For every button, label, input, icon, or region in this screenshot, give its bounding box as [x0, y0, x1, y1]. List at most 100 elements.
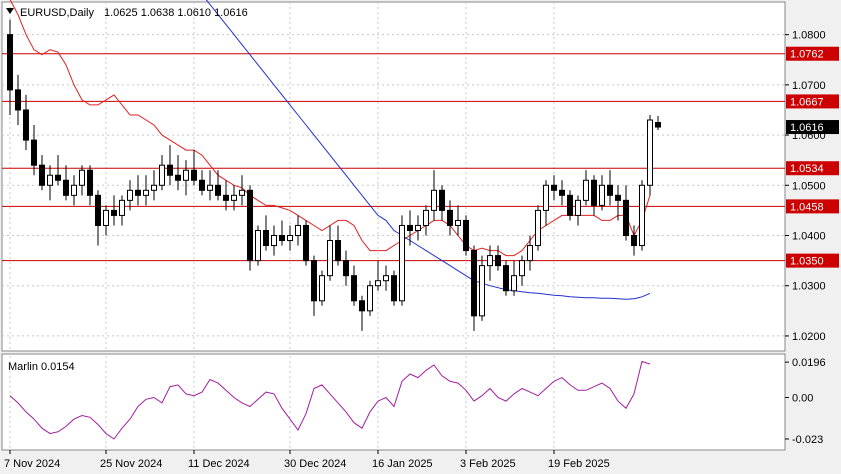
candle-bull: [127, 189, 133, 201]
candle: [383, 265, 389, 291]
indicator-axis: 0.0196 0.00 -0.023: [785, 357, 826, 446]
level-badge: [786, 46, 839, 61]
candle: [279, 220, 285, 246]
candle: [31, 125, 37, 176]
support-resistance-levels: 1.0762 1.0667 1.0534 1.0458 1.0350: [2, 46, 839, 268]
candle: [87, 165, 93, 206]
candle: [287, 225, 293, 251]
candle: [175, 155, 181, 191]
candle-bull: [375, 280, 381, 287]
candle: [407, 210, 413, 246]
candle: [63, 165, 69, 201]
candle: [615, 185, 621, 221]
candle: [543, 180, 549, 226]
indicator-tick-label: 0.00: [792, 392, 813, 404]
level-label: 1.0350: [790, 256, 824, 268]
candle-bull: [647, 119, 653, 186]
candle: [527, 235, 533, 271]
candle-bull: [47, 174, 53, 186]
candle: [463, 215, 469, 256]
candle-bear: [167, 164, 173, 176]
candle: [215, 170, 221, 201]
candle: [271, 225, 277, 256]
indicator-tick-label: 0.0196: [792, 357, 826, 369]
candle-bear: [215, 184, 221, 196]
candle: [575, 195, 581, 226]
candle-bear: [503, 265, 509, 292]
candle: [119, 195, 125, 226]
time-tick-label: 3 Feb 2025: [460, 458, 516, 470]
candle: [223, 180, 229, 211]
indicator-plot-area[interactable]: [1, 353, 786, 451]
candle-bear: [7, 34, 13, 91]
candle: [95, 190, 101, 246]
candle: [447, 200, 453, 236]
candle-bear: [279, 235, 285, 242]
price-axis: 1.08001.07001.06001.05001.04001.03001.02…: [785, 30, 839, 343]
candle: [375, 260, 381, 291]
candle: [439, 185, 445, 221]
candle-bear: [463, 219, 469, 252]
candle: [591, 175, 597, 216]
candle-bear: [55, 174, 61, 181]
candle-bull: [583, 179, 589, 201]
price-tick-label: 1.0800: [792, 30, 826, 42]
candle: [127, 180, 133, 211]
ohlc-readout: 1.0625 1.0638 1.0610 1.0616: [104, 7, 248, 19]
candle-bull: [79, 169, 85, 186]
candle-bear: [95, 194, 101, 226]
candle-bull: [183, 169, 189, 181]
candle: [247, 185, 253, 271]
candle-bull: [151, 184, 157, 191]
candle-bull: [271, 235, 277, 247]
time-tick-label: 30 Dec 2024: [284, 458, 346, 470]
ma-blue-line: [205, 0, 651, 300]
candle-bull: [479, 265, 485, 317]
candle-bull: [527, 245, 533, 262]
candle-bull: [511, 275, 517, 292]
level-badge: [786, 94, 839, 109]
candle: [103, 205, 109, 236]
candle: [399, 215, 405, 306]
candle: [295, 215, 301, 246]
candle-bear: [567, 194, 573, 216]
candle-bear: [607, 184, 613, 196]
candle-bear: [63, 179, 69, 196]
candle-bear: [551, 184, 557, 191]
candle: [623, 185, 629, 241]
time-tick-label: 7 Nov 2024: [4, 458, 60, 470]
candle-bear: [39, 164, 45, 186]
menu-dropdown-icon[interactable]: [6, 8, 14, 14]
candle-bear: [175, 174, 181, 181]
marlin-series: [9, 360, 651, 440]
current-price-badge: [786, 120, 839, 135]
time-axis: 7 Nov 2024 25 Nov 2024 11 Dec 2024 30 Dec 2…: [4, 450, 610, 470]
candle-bull: [367, 285, 373, 312]
candle-bear: [615, 194, 621, 201]
candle: [655, 115, 661, 131]
candle: [143, 175, 149, 206]
candle: [631, 225, 637, 256]
candle: [583, 170, 589, 206]
candle: [55, 155, 61, 186]
candle-bull: [103, 209, 109, 226]
candle: [167, 145, 173, 186]
candle-bear: [223, 194, 229, 201]
candle: [351, 265, 357, 306]
candle: [567, 190, 573, 221]
candle: [47, 165, 53, 201]
candle: [343, 250, 349, 286]
candle: [519, 255, 525, 286]
time-tick-label: 25 Nov 2024: [100, 458, 162, 470]
time-tick-label: 11 Dec 2024: [188, 458, 250, 470]
candle-bull: [535, 209, 541, 247]
candle: [183, 160, 189, 196]
candle: [391, 270, 397, 306]
candle: [559, 180, 565, 206]
candle-bear: [303, 224, 309, 262]
candle-bear: [311, 260, 317, 302]
candle: [303, 220, 309, 266]
candle-bear: [447, 209, 453, 226]
symbol-label: EURUSD,Daily: [20, 7, 94, 19]
candle: [159, 155, 165, 191]
